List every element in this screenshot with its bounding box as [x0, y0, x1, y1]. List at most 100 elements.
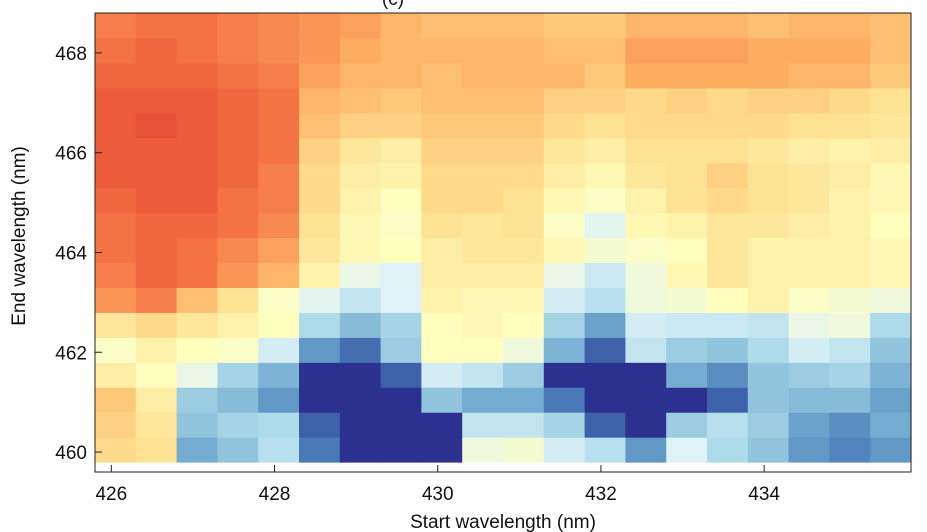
heatmap-cell [870, 13, 912, 39]
heatmap-cell [380, 437, 422, 463]
heatmap-cell [339, 87, 382, 114]
heatmap-cell [707, 412, 749, 438]
heatmap-cell [380, 62, 422, 89]
heatmap-cell [135, 187, 178, 214]
heatmap-cell [870, 412, 912, 438]
heatmap-cell [625, 412, 667, 438]
heatmap-cell [299, 62, 341, 89]
heatmap-cell [829, 337, 871, 363]
heatmap-cell [339, 37, 382, 64]
heatmap-cell [870, 137, 912, 164]
heatmap-cell [666, 87, 708, 114]
heatmap-cell [788, 287, 830, 313]
heatmap-cell [625, 312, 667, 338]
heatmap-cell [584, 162, 626, 189]
heatmap-cell [258, 412, 300, 438]
heatmap-cell [543, 287, 586, 313]
heatmap-cell [829, 387, 871, 413]
heatmap-cell [747, 312, 790, 338]
heatmap-cell [788, 187, 830, 214]
heatmap-cell [462, 287, 504, 313]
heatmap-cell [421, 362, 463, 388]
x-axis: 426 428 430 432 434 [95, 465, 780, 505]
heatmap-cell [584, 13, 626, 39]
heatmap-cell [747, 87, 790, 114]
heatmap-cell [829, 87, 871, 114]
heatmap-cell [625, 387, 667, 413]
heatmap-cell [95, 87, 137, 114]
heatmap-cell [258, 62, 300, 89]
heatmap-cell [829, 262, 871, 289]
heatmap-cell [135, 62, 178, 89]
heatmap-cell [543, 87, 586, 114]
heatmap-cell [666, 187, 708, 214]
y-axis-label: End wavelength (nm) [9, 146, 30, 326]
heatmap-cell [543, 13, 586, 39]
heatmap-cell [380, 13, 422, 39]
heatmap-cell [666, 162, 708, 189]
heatmap-cell [462, 62, 504, 89]
heatmap-cell [788, 87, 830, 114]
heatmap-cell [135, 212, 178, 239]
heatmap-cell [421, 137, 463, 164]
heatmap-cell [788, 337, 830, 363]
heatmap-cell [666, 13, 708, 39]
heatmap-cell [870, 62, 912, 89]
heatmap-cell [176, 112, 218, 139]
heatmap-cell [258, 212, 300, 239]
heatmap-cell [339, 162, 382, 189]
heatmap-cell [543, 187, 586, 214]
heatmap-cell [95, 13, 137, 39]
heatmap-cell [584, 362, 626, 388]
heatmap-cell [176, 212, 218, 239]
heatmap-cell [95, 387, 137, 413]
heatmap-cell [829, 13, 871, 39]
heatmap-cell [503, 262, 545, 289]
heatmap-cell [747, 13, 790, 39]
heatmap-cell [707, 312, 749, 338]
heatmap-cell [380, 112, 422, 139]
heatmap-cell [421, 262, 463, 289]
heatmap-cell [462, 337, 504, 363]
heatmap-cell [543, 387, 586, 413]
heatmap-cell [584, 212, 626, 239]
heatmap-cell [299, 387, 341, 413]
heatmap-cell [176, 13, 218, 39]
heatmap-cell [543, 362, 586, 388]
heatmap-cell [829, 137, 871, 164]
heatmap-cell [584, 387, 626, 413]
heatmap-cell [462, 162, 504, 189]
heatmap-cell [707, 112, 749, 139]
heatmap-cell [299, 187, 341, 214]
heatmap-cell [258, 287, 300, 313]
plot-frame [94, 12, 912, 473]
heatmap-cell [503, 137, 545, 164]
heatmap-cell [503, 237, 545, 264]
heatmap-cell [421, 337, 463, 363]
y-tick-label: 466 [55, 144, 87, 165]
heatmap-cell [503, 112, 545, 139]
heatmap-cell [666, 37, 708, 64]
heatmap-cell [380, 162, 422, 189]
x-axis-label: Start wavelength (nm) [410, 512, 596, 532]
heatmap-cell [666, 137, 708, 164]
heatmap-cell [339, 312, 382, 338]
heatmap-cell [462, 437, 504, 463]
heatmap-cell [258, 137, 300, 164]
heatmap-cell [503, 287, 545, 313]
heatmap-cell [135, 87, 178, 114]
heatmap-cell [870, 437, 912, 463]
heatmap-cell [829, 437, 871, 463]
heatmap-cell [258, 187, 300, 214]
heatmap-cell [95, 312, 137, 338]
heatmap-cell [299, 437, 341, 463]
heatmap-cell [95, 412, 137, 438]
heatmap-cell [788, 437, 830, 463]
heatmap-cell [217, 13, 259, 39]
heatmap-cell [707, 287, 749, 313]
heatmap-cell [176, 337, 218, 363]
heatmap-cell [707, 187, 749, 214]
heatmap-cell [625, 187, 667, 214]
heatmap-cell [584, 87, 626, 114]
heatmap-cell [503, 187, 545, 214]
